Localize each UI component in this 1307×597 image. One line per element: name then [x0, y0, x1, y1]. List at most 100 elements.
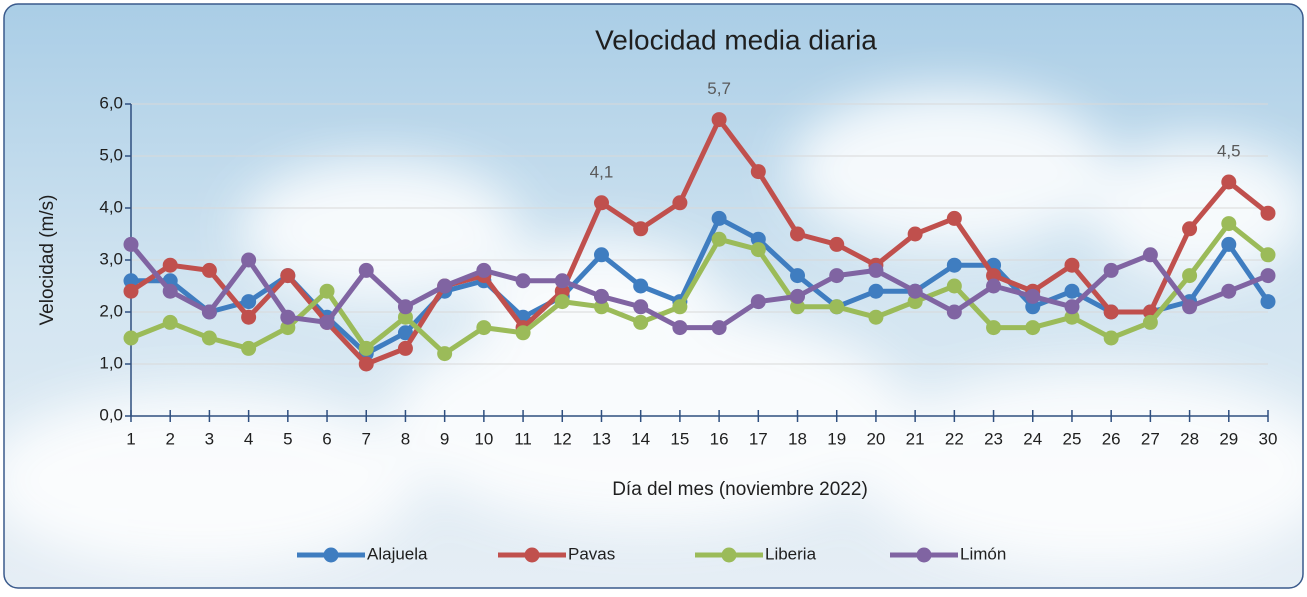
x-tick-label: 19 [827, 429, 846, 448]
data-point [554, 294, 570, 310]
data-point [162, 257, 178, 273]
data-point [437, 278, 453, 294]
data-label: 4,5 [1217, 141, 1241, 160]
data-point [397, 340, 413, 356]
x-tick-label: 23 [984, 429, 1003, 448]
data-point [319, 314, 335, 330]
x-tick-label: 21 [906, 429, 925, 448]
x-tick-label: 1 [126, 429, 135, 448]
x-tick-label: 25 [1063, 429, 1082, 448]
data-point [829, 268, 845, 284]
data-point [907, 226, 923, 242]
x-tick-label: 22 [945, 429, 964, 448]
legend-item: Liberia [695, 544, 817, 563]
data-point [397, 299, 413, 315]
series-line [129, 117, 1270, 367]
data-point [358, 262, 374, 278]
data-point [1260, 205, 1276, 221]
data-point [593, 247, 609, 263]
data-point [633, 278, 649, 294]
data-point [593, 299, 609, 315]
data-point [1103, 330, 1119, 346]
data-point [201, 304, 217, 320]
data-point [946, 210, 962, 226]
x-tick-label: 10 [474, 429, 493, 448]
x-tick-label: 4 [244, 429, 253, 448]
data-label: 4,1 [590, 162, 614, 181]
data-point [1182, 221, 1198, 237]
data-point [1221, 174, 1237, 190]
x-tick-label: 13 [592, 429, 611, 448]
legend-label: Pavas [568, 544, 615, 563]
data-point [1221, 236, 1237, 252]
data-point [633, 221, 649, 237]
y-tick-label: 0,0 [99, 405, 123, 424]
data-point [1221, 283, 1237, 299]
data-point [711, 320, 727, 336]
data-point [750, 231, 766, 247]
y-tick-label: 1,0 [99, 353, 123, 372]
data-point [1142, 247, 1158, 263]
data-point [1025, 299, 1041, 315]
data-point [1260, 294, 1276, 310]
data-point [123, 273, 139, 289]
y-tick-label: 6,0 [99, 93, 123, 112]
data-point [986, 320, 1002, 336]
data-point [123, 236, 139, 252]
data-point [907, 294, 923, 310]
data-point [319, 283, 335, 299]
data-point [1260, 268, 1276, 284]
x-tick-label: 5 [283, 429, 292, 448]
y-axis-label: Velocidad (m/s) [37, 195, 58, 326]
data-point [1025, 320, 1041, 336]
legend-item: Limón [890, 544, 1006, 563]
x-tick-label: 9 [440, 429, 449, 448]
legend-label: Liberia [765, 544, 817, 563]
data-point [515, 273, 531, 289]
legend-item: Pavas [498, 544, 615, 563]
data-point [790, 268, 806, 284]
data-point [672, 299, 688, 315]
data-point [1103, 304, 1119, 320]
data-point [711, 210, 727, 226]
x-tick-label: 29 [1219, 429, 1238, 448]
y-tick-label: 3,0 [99, 249, 123, 268]
frame [3, 3, 1304, 589]
x-tick-label: 3 [205, 429, 214, 448]
data-label: 5,7 [707, 79, 731, 98]
legend-marker [721, 547, 737, 563]
data-point [672, 320, 688, 336]
data-point [946, 278, 962, 294]
data-point [123, 330, 139, 346]
data-point [1260, 247, 1276, 263]
y-tick-label: 4,0 [99, 197, 123, 216]
data-point [241, 294, 257, 310]
data-point [790, 226, 806, 242]
data-point [358, 340, 374, 356]
data-point [1142, 314, 1158, 330]
data-point [790, 299, 806, 315]
data-point [554, 283, 570, 299]
x-tick-label: 15 [670, 429, 689, 448]
legend-label: Alajuela [367, 544, 428, 563]
data-point [986, 268, 1002, 284]
data-point [633, 314, 649, 330]
data-point [397, 309, 413, 325]
x-tick-label: 17 [749, 429, 768, 448]
x-tick-label: 27 [1141, 429, 1160, 448]
x-tick-label: 18 [788, 429, 807, 448]
data-point [946, 304, 962, 320]
data-point [672, 195, 688, 211]
data-point [241, 252, 257, 268]
x-tick-label: 26 [1102, 429, 1121, 448]
data-point [476, 262, 492, 278]
data-point [280, 320, 296, 336]
data-point [1221, 216, 1237, 232]
data-point [1064, 309, 1080, 325]
y-tick-label: 5,0 [99, 145, 123, 164]
x-tick-label: 30 [1259, 429, 1278, 448]
data-point [593, 288, 609, 304]
data-point [1064, 257, 1080, 273]
